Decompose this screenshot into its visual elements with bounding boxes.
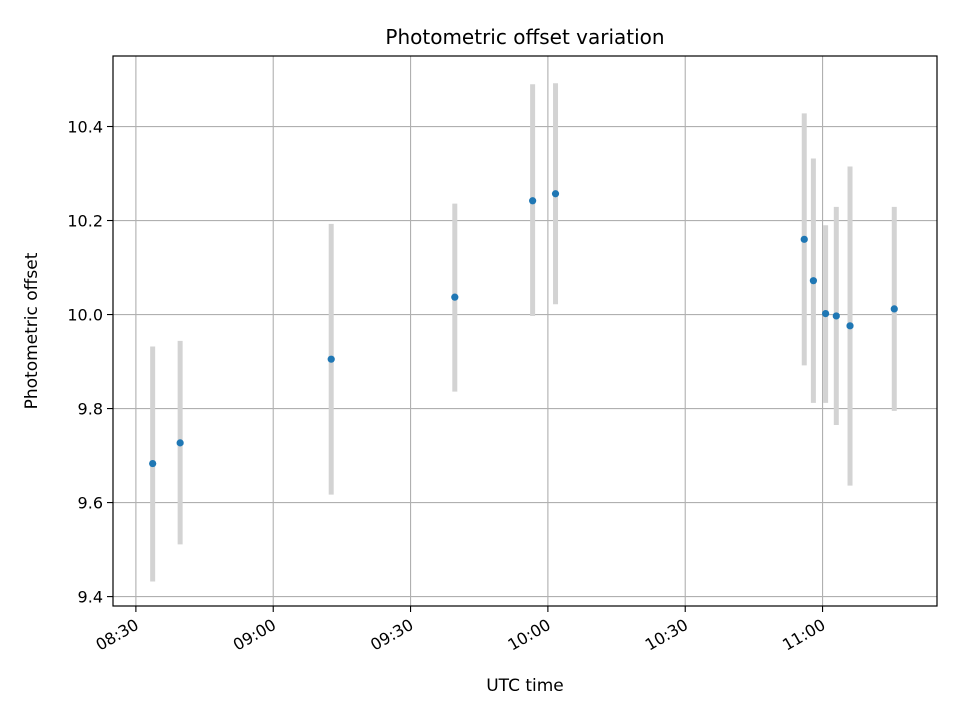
data-point bbox=[149, 459, 157, 468]
x-tick-label: 10:30 bbox=[642, 615, 691, 655]
y-tick-label: 9.6 bbox=[78, 494, 103, 513]
chart-title: Photometric offset variation bbox=[385, 25, 664, 49]
y-tick-label: 10.0 bbox=[67, 306, 103, 325]
y-axis-ticks: 9.4 9.6 9.8 10.0 10.2 10.4 bbox=[67, 118, 113, 607]
plot-frame bbox=[112, 55, 938, 607]
data-point bbox=[800, 235, 808, 243]
y-tick-label: 10.4 bbox=[67, 118, 103, 137]
data-point bbox=[832, 312, 840, 320]
data-point bbox=[846, 322, 854, 330]
x-tick-label: 11:00 bbox=[779, 615, 828, 655]
y-tick-label: 9.8 bbox=[78, 400, 103, 419]
data-point bbox=[451, 293, 459, 301]
y-axis-label: Photometric offset bbox=[22, 252, 42, 409]
data-point bbox=[176, 439, 184, 447]
data-point bbox=[890, 305, 898, 313]
data-point bbox=[822, 310, 830, 318]
x-axis-ticks: 08:30 09:00 09:30 10:00 10:30 11:00 bbox=[92, 606, 829, 655]
y-tick-label: 9.4 bbox=[78, 588, 103, 607]
data-point bbox=[551, 190, 560, 198]
data-point bbox=[809, 277, 818, 285]
data-point bbox=[327, 355, 335, 363]
x-axis-label: UTC time bbox=[486, 676, 564, 696]
data-points bbox=[149, 190, 898, 468]
data-point bbox=[529, 197, 537, 205]
error-bars bbox=[150, 83, 897, 582]
x-tick-label: 09:00 bbox=[230, 615, 279, 655]
x-tick-label: 08:30 bbox=[92, 615, 141, 655]
x-tick-label: 10:00 bbox=[504, 615, 553, 655]
grid-lines bbox=[113, 56, 937, 606]
x-tick-label: 09:30 bbox=[367, 615, 416, 655]
y-tick-label: 10.2 bbox=[67, 212, 103, 231]
